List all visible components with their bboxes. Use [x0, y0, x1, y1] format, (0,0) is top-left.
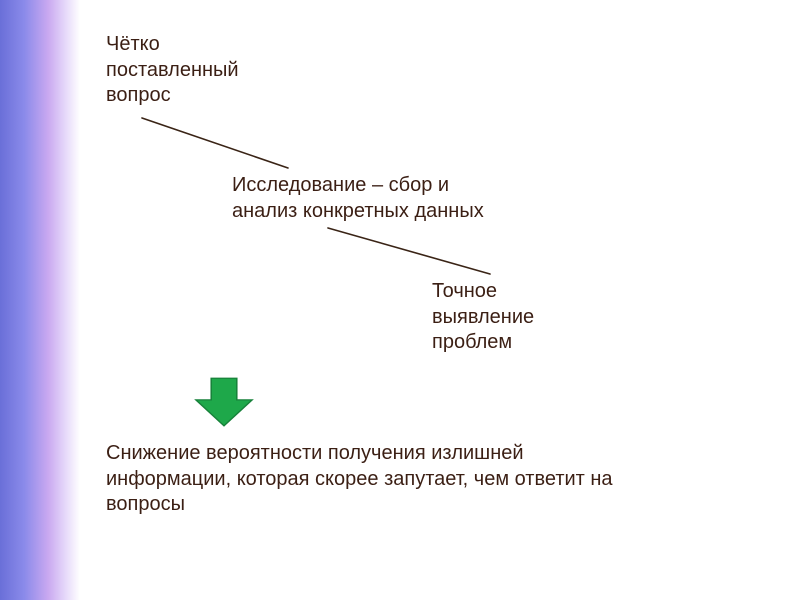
- slide: Чёткопоставленныйвопрос Исследование – с…: [0, 0, 800, 600]
- conclusion-text: Снижение вероятности получения излишнейи…: [106, 441, 726, 518]
- step-detection-text: Точноевыявлениепроблем: [432, 279, 632, 356]
- step-research-text: Исследование – сбор ианализ конкретных д…: [232, 173, 572, 224]
- down-arrow-icon: [192, 375, 256, 429]
- step-question-text: Чёткопоставленныйвопрос: [106, 32, 306, 109]
- left-gradient-bar: [0, 0, 80, 600]
